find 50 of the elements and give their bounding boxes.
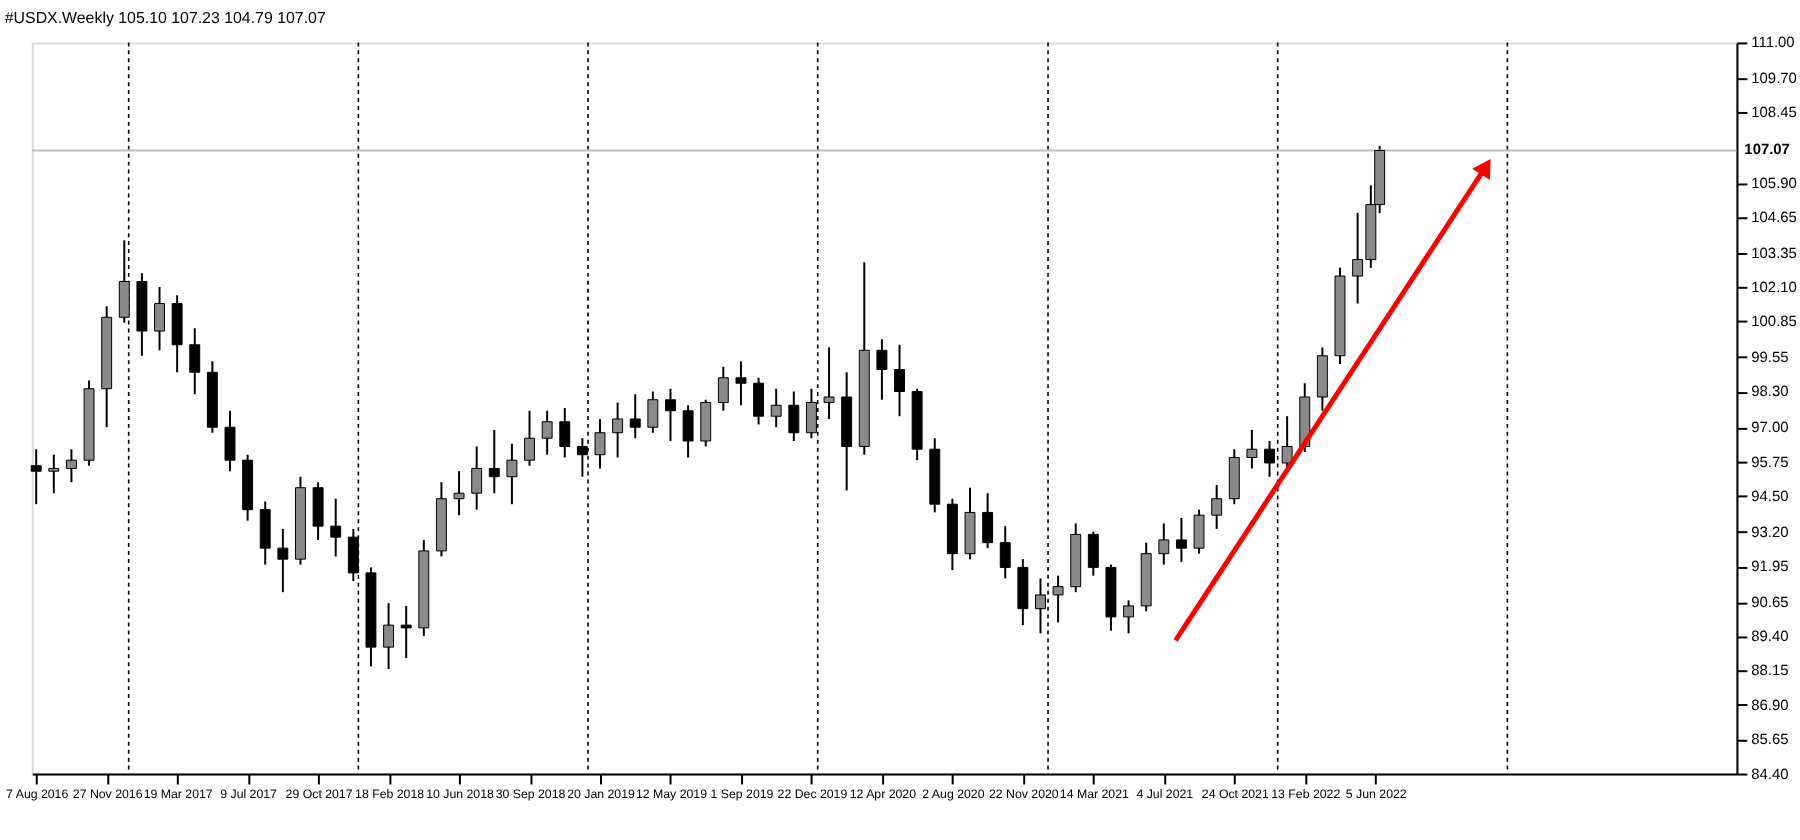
candlestick: [453, 470, 465, 517]
candlestick: [999, 525, 1011, 580]
candlestick: [154, 286, 165, 352]
candlestick: [1175, 516, 1187, 563]
candlestick: [1123, 599, 1135, 635]
candlestick: [1087, 530, 1099, 577]
candlestick: [753, 376, 765, 426]
candlestick: [594, 417, 606, 470]
candlestick: [224, 409, 236, 473]
candlestick: [189, 327, 201, 396]
candlestick: [330, 497, 342, 558]
candlestick: [964, 486, 976, 561]
candlestick: [700, 398, 712, 448]
candlestick: [1228, 448, 1240, 506]
candlestick: [559, 406, 571, 459]
candlestick: [277, 527, 289, 594]
candlestick: [788, 390, 800, 442]
candlestick: [1316, 346, 1328, 412]
candlestick: [524, 409, 535, 467]
candlestick: [30, 448, 42, 506]
candlestick: [735, 360, 747, 407]
candlestick: [823, 346, 835, 420]
candlestick: [1281, 415, 1293, 473]
candlestick: [1017, 558, 1029, 627]
candlestick: [1158, 522, 1170, 566]
candlestick: [1193, 508, 1205, 555]
candlestick: [541, 409, 553, 456]
candlestick: [312, 481, 324, 541]
candlestick: [1246, 428, 1258, 470]
candlestick: [471, 445, 483, 511]
candlestick: [400, 604, 412, 660]
chart-title: #USDX.Weekly 105.10 107.23 104.79 107.07: [4, 8, 327, 27]
candlestick: [982, 492, 994, 550]
candlestick: [383, 602, 395, 671]
candlestick: [894, 343, 905, 418]
candlestick: [488, 428, 500, 495]
candlestick: [682, 404, 694, 459]
candlestick: [665, 387, 676, 442]
candlestick: [171, 294, 183, 374]
candlestick: [259, 500, 271, 566]
candlestick: [48, 453, 60, 495]
candlestick: [629, 393, 641, 440]
candlestick: [506, 442, 518, 506]
candlestick: [65, 448, 77, 484]
candlestick: [717, 365, 729, 412]
candlestick: [770, 387, 782, 429]
candlestick: [876, 338, 888, 401]
candlestick: [1211, 483, 1223, 530]
candlestick: [612, 401, 624, 459]
candlestick: [647, 390, 659, 434]
